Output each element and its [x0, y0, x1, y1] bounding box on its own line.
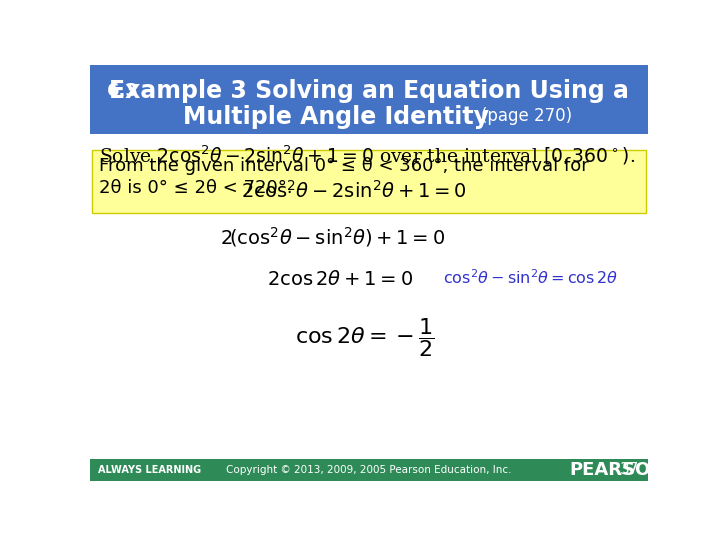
Text: (page 270): (page 270) [482, 107, 572, 125]
Text: $2\cos^2\!\theta - 2\sin^2\!\theta + 1 = 0$: $2\cos^2\!\theta - 2\sin^2\!\theta + 1 =… [241, 180, 467, 202]
Text: 37: 37 [619, 462, 639, 477]
Text: 6.3: 6.3 [107, 82, 139, 100]
Text: Copyright © 2013, 2009, 2005 Pearson Education, Inc.: Copyright © 2013, 2009, 2005 Pearson Edu… [226, 465, 512, 475]
Text: PEARSON: PEARSON [569, 461, 665, 479]
Text: Solve $2\cos^2\!\theta - 2\sin^2\!\theta + 1 = 0$ over the interval $[0, 360^\ci: Solve $2\cos^2\!\theta - 2\sin^2\!\theta… [99, 143, 636, 167]
FancyBboxPatch shape [90, 65, 648, 134]
Text: $\cos^2\!\theta - \sin^2\!\theta = \cos 2\theta$: $\cos^2\!\theta - \sin^2\!\theta = \cos … [443, 269, 618, 288]
Text: Example 3 Solving an Equation Using a: Example 3 Solving an Equation Using a [109, 79, 629, 103]
Text: 2θ is 0° ≤ 2θ < 720°.: 2θ is 0° ≤ 2θ < 720°. [99, 179, 293, 197]
Text: $2\cos 2\theta + 1 = 0$: $2\cos 2\theta + 1 = 0$ [266, 269, 413, 288]
Text: $\cos 2\theta = -\dfrac{1}{2}$: $\cos 2\theta = -\dfrac{1}{2}$ [295, 316, 435, 359]
Text: Multiple Angle Identity: Multiple Angle Identity [184, 105, 490, 129]
Text: From the given interval 0° ≤ θ < 360°, the interval for: From the given interval 0° ≤ θ < 360°, t… [99, 157, 589, 175]
FancyBboxPatch shape [92, 150, 646, 213]
Text: $2\!\left(\cos^2\!\theta - \sin^2\!\theta\right) + 1 = 0$: $2\!\left(\cos^2\!\theta - \sin^2\!\thet… [220, 225, 445, 249]
FancyBboxPatch shape [90, 459, 648, 481]
Text: ALWAYS LEARNING: ALWAYS LEARNING [98, 465, 201, 475]
